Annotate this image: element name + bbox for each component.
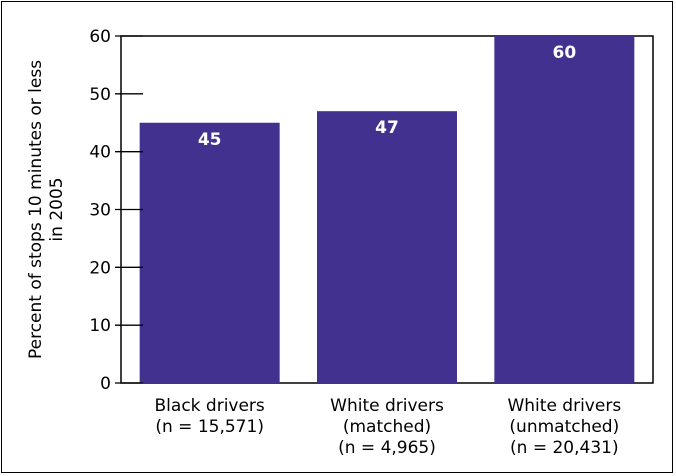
y-tick-label-0: 0 [100,374,111,394]
bar-2 [494,36,635,383]
x-tick-label-line: Black drivers [155,396,265,416]
bar-1 [317,111,457,383]
y-axis: 0 10 20 30 40 50 60 [89,27,143,394]
x-tick-label-line: (unmatched) [509,417,619,437]
y-tick-label-2: 20 [89,258,111,278]
data-label-1: 47 [375,118,399,138]
x-tick-label-line: White drivers [507,396,621,416]
x-tick-label-line: (n = 4,965) [338,438,436,458]
x-tick-label-line: White drivers [330,396,444,416]
y-axis-title-line: Percent of stops 10 minutes or less [26,60,46,359]
y-axis-title-text: Percent of stops 10 minutes or lessin 20… [26,60,67,359]
data-label-2: 60 [552,43,576,63]
x-tick-label-2: White drivers (unmatched) (n = 20,431) [507,396,621,458]
y-tick-label-6: 60 [89,27,111,47]
x-tick-label-line: (matched) [343,417,431,437]
y-tick-label-1: 10 [89,316,111,336]
x-tick-label-1: White drivers (matched) (n = 4,965) [330,396,444,458]
y-tick-label-5: 50 [89,85,111,105]
x-tick-label-0: Black drivers (n = 15,571) [155,396,265,437]
bars: 45 47 60 [139,36,635,383]
data-label-0: 45 [198,130,222,150]
y-axis-title-line: in 2005 [47,177,67,241]
y-tick-label-4: 40 [89,143,111,163]
y-tick-label-3: 30 [89,201,111,221]
bar-0 [139,122,280,383]
x-axis: Black drivers (n = 15,571)White drivers (m… [155,396,622,458]
y-axis-title: Percent of stops 10 minutes or lessin 20… [26,60,67,359]
x-tick-label-line: (n = 20,431) [510,438,619,458]
x-tick-label-line: (n = 15,571) [155,417,264,437]
